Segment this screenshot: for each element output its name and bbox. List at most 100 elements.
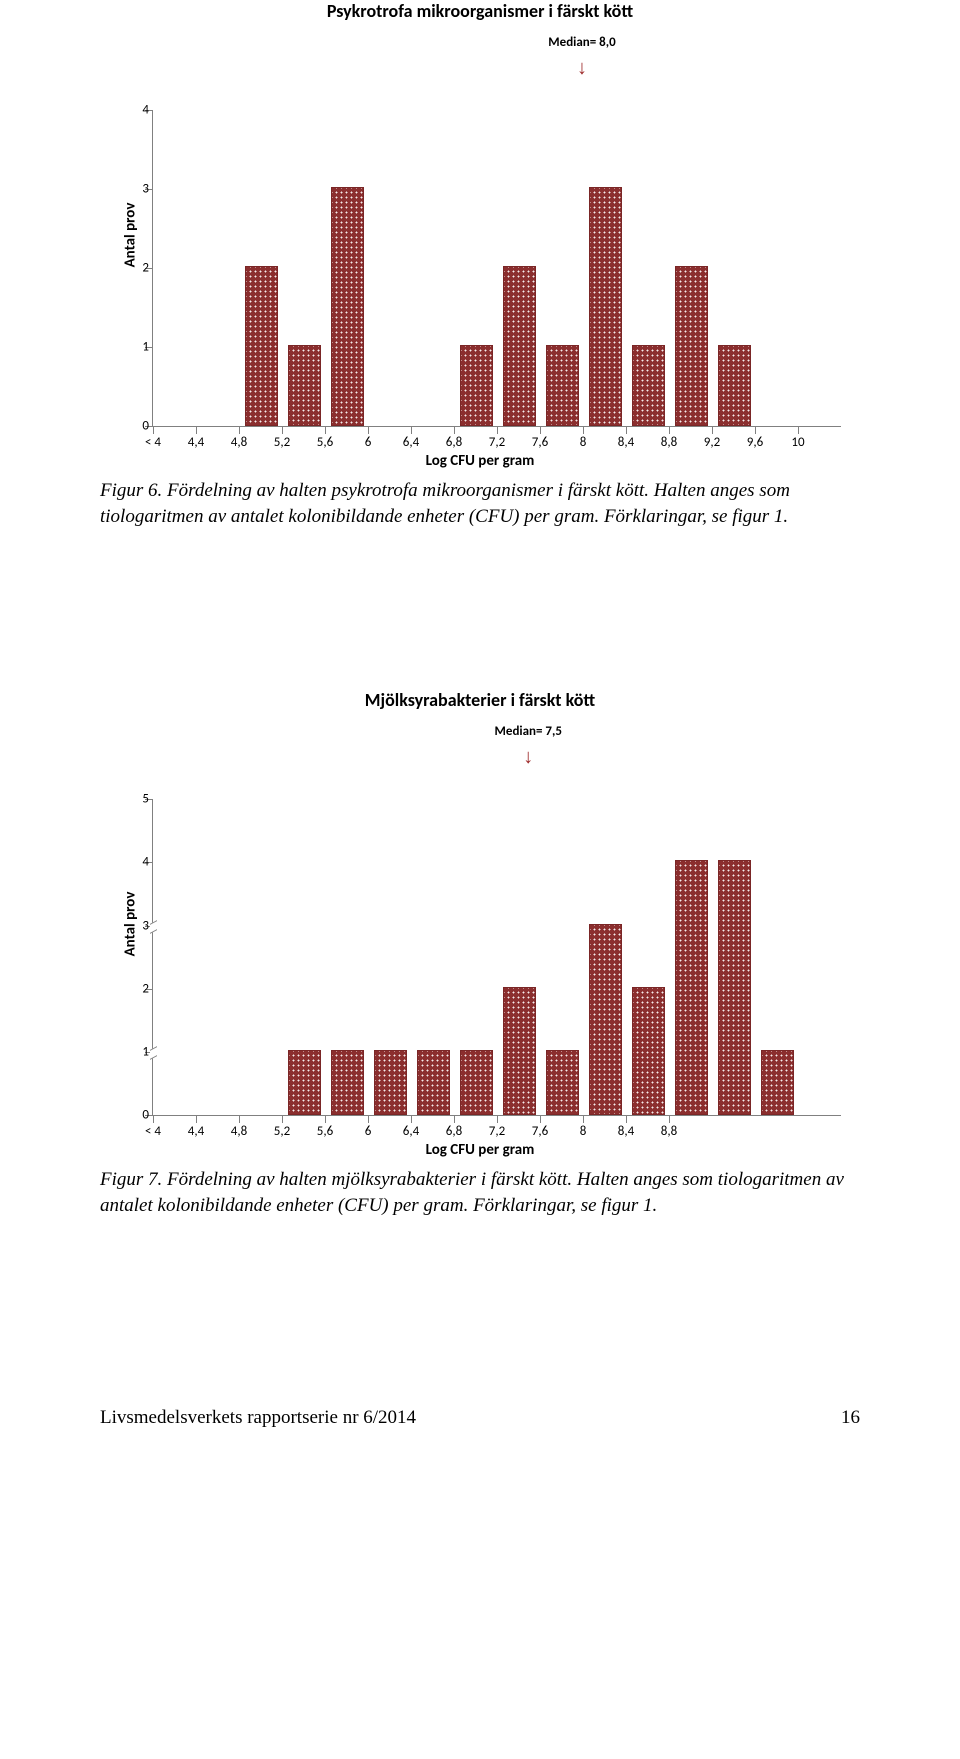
bar: [331, 1050, 364, 1115]
x-tick: [368, 1115, 369, 1123]
bar: [632, 987, 665, 1115]
x-tick: [368, 426, 369, 434]
bar: [761, 1050, 794, 1115]
x-axis-label: Log CFU per gram: [100, 452, 860, 470]
median-arrow-icon: ↓: [577, 58, 587, 78]
footer-page-number: 16: [841, 1407, 860, 1429]
bar: [589, 924, 622, 1116]
figure-7-caption: Figur 7. Fördelning av halten mjölksyrab…: [100, 1167, 860, 1218]
spacer: [100, 529, 860, 689]
plot-area: 01234< 44,44,85,25,666,46,87,27,688,48,8…: [152, 110, 841, 427]
median-arrow-icon: ↓: [523, 747, 533, 767]
x-tick: [454, 1115, 455, 1123]
bar: [460, 345, 493, 426]
page-footer: Livsmedelsverkets rapportserie nr 6/2014…: [100, 1399, 860, 1429]
x-tick-label: 5,2: [274, 1124, 290, 1139]
x-tick-label: 6,4: [403, 435, 419, 450]
bar: [546, 1050, 579, 1115]
x-tick: [411, 426, 412, 434]
x-tick: [153, 426, 154, 434]
y-tick-label: 1: [125, 340, 149, 355]
x-tick-label: 6,8: [446, 435, 462, 450]
median-label: Median= 7,5: [495, 724, 562, 739]
x-tick-label: 4,8: [231, 1124, 247, 1139]
median-label: Median= 8,0: [548, 35, 615, 50]
x-tick-label: < 4: [145, 435, 161, 450]
x-tick-label: 4,8: [231, 435, 247, 450]
x-tick-label: 9,2: [704, 435, 720, 450]
x-tick-label: 6,4: [403, 1124, 419, 1139]
x-tick-label: 8,4: [618, 1124, 634, 1139]
x-tick: [325, 1115, 326, 1123]
x-tick-label: 6: [365, 435, 372, 450]
y-tick-label: 4: [125, 103, 149, 118]
x-axis-label: Log CFU per gram: [100, 1141, 860, 1159]
x-tick-label: 7,6: [532, 435, 548, 450]
x-tick-label: 5,6: [317, 435, 333, 450]
bar: [675, 860, 708, 1115]
bar: [503, 266, 536, 426]
chart-psykrotrofa: Psykrotrofa mikroorganismer i färskt köt…: [100, 0, 860, 470]
x-tick: [669, 1115, 670, 1123]
x-tick-label: 10: [791, 435, 804, 450]
x-tick: [497, 1115, 498, 1123]
x-tick-label: 9,6: [747, 435, 763, 450]
document-page: Psykrotrofa mikroorganismer i färskt köt…: [0, 0, 960, 1469]
y-tick-label: 0: [125, 419, 149, 434]
x-tick: [497, 426, 498, 434]
y-tick-label: 5: [125, 792, 149, 807]
chart-title: Psykrotrofa mikroorganismer i färskt köt…: [100, 0, 860, 22]
x-tick: [282, 1115, 283, 1123]
y-tick-label: 2: [125, 981, 149, 996]
bar: [503, 987, 536, 1115]
x-tick: [626, 1115, 627, 1123]
x-tick: [712, 426, 713, 434]
y-tick-label: 3: [125, 182, 149, 197]
x-tick-label: 5,6: [317, 1124, 333, 1139]
figure-6-block: Psykrotrofa mikroorganismer i färskt köt…: [100, 0, 860, 529]
bar: [718, 860, 751, 1115]
spacer: [100, 1219, 860, 1359]
x-tick-label: 4,4: [188, 435, 204, 450]
x-tick: [798, 426, 799, 434]
x-tick: [583, 426, 584, 434]
plot-area: 012345< 44,44,85,25,666,46,87,27,688,48,…: [152, 799, 841, 1116]
bar: [417, 1050, 450, 1115]
bar: [632, 345, 665, 426]
y-axis-label: Antal prov: [121, 203, 139, 268]
bar: [331, 187, 364, 426]
y-tick-label: 0: [125, 1108, 149, 1123]
bar: [546, 345, 579, 426]
x-tick-label: 8,8: [661, 1124, 677, 1139]
bar: [288, 1050, 321, 1115]
x-tick: [540, 1115, 541, 1123]
x-tick: [626, 426, 627, 434]
x-tick-label: 4,4: [188, 1124, 204, 1139]
x-tick-label: 6: [365, 1124, 372, 1139]
x-tick-label: 7,2: [489, 1124, 505, 1139]
x-tick-label: 7,2: [489, 435, 505, 450]
x-tick: [755, 426, 756, 434]
figure-7-block: Mjölksyrabakterier i färskt köttAntal pr…: [100, 689, 860, 1218]
axis-break-mark: [150, 920, 157, 934]
y-tick-label: 2: [125, 261, 149, 276]
x-tick-label: 8: [580, 435, 587, 450]
x-tick: [540, 426, 541, 434]
x-tick-label: 5,2: [274, 435, 290, 450]
x-tick: [282, 426, 283, 434]
x-tick-label: 7,6: [532, 1124, 548, 1139]
x-tick: [411, 1115, 412, 1123]
x-tick-label: 6,8: [446, 1124, 462, 1139]
bar: [374, 1050, 407, 1115]
y-tick-label: 4: [125, 855, 149, 870]
x-tick: [196, 1115, 197, 1123]
y-tick-label: 1: [125, 1045, 149, 1060]
chart-title: Mjölksyrabakterier i färskt kött: [100, 689, 860, 711]
x-tick-label: 8: [580, 1124, 587, 1139]
x-tick: [583, 1115, 584, 1123]
axis-break-mark: [150, 1046, 157, 1060]
x-tick-label: < 4: [145, 1124, 161, 1139]
x-tick: [239, 1115, 240, 1123]
bar: [288, 345, 321, 426]
x-tick: [325, 426, 326, 434]
